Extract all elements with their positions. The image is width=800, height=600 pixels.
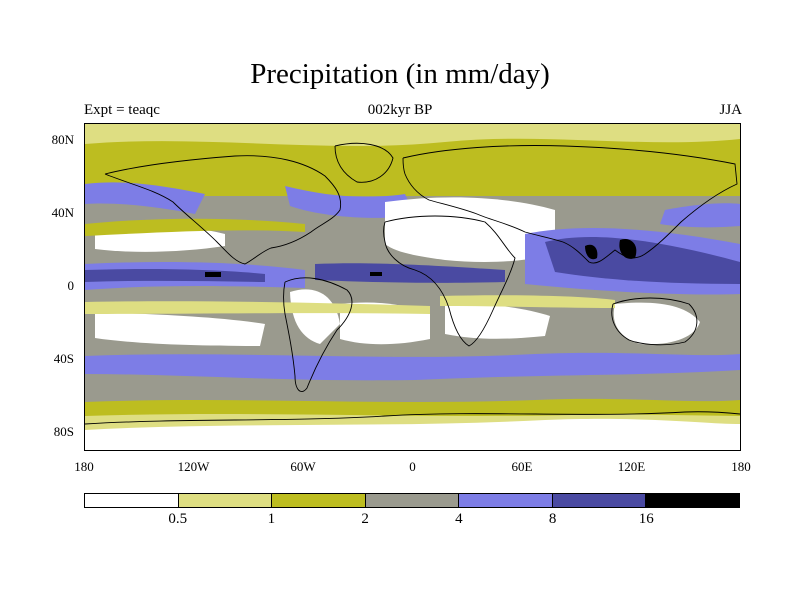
coastline-layer (85, 142, 740, 425)
lon-tick-label: 120E (617, 459, 646, 474)
north-america-coast (104, 155, 342, 265)
south-indian-dry (445, 303, 550, 339)
greenland-coast (334, 142, 394, 183)
southern-ocean-blue (85, 352, 740, 381)
eurasia-coast (402, 145, 738, 264)
antarctica-dry (85, 418, 740, 450)
colorbar-box (365, 494, 460, 507)
itcz-atlantic-navy (315, 263, 505, 283)
north-atlantic-blue (285, 186, 415, 218)
lon-tick-label: 180 (74, 459, 94, 474)
lat-tick-label: 40S (53, 350, 74, 366)
lon-tick-label: 0 (409, 459, 416, 474)
south-pacific-dry (95, 312, 265, 346)
subtropical-light-s2 (440, 295, 615, 308)
lat-tick-label: 80N (51, 132, 74, 148)
map-title: Precipitation (in mm/day) (250, 58, 550, 90)
colorbar-box (552, 494, 647, 507)
antarctica-coast (85, 411, 740, 425)
bay-of-bengal-black (585, 244, 598, 260)
map-canvas (85, 124, 740, 450)
lon-tick-label: 180 (731, 459, 751, 474)
lon-tick-label: 60W (290, 459, 316, 474)
colorbar-box (85, 494, 179, 507)
colorbar-box (272, 494, 366, 507)
colorbar-level-label: 1 (267, 511, 276, 527)
colorbar-box (646, 494, 740, 507)
lat-tick-label: 80S (53, 423, 74, 439)
australia-coast (611, 297, 698, 346)
lon-tick-label: 60E (511, 459, 533, 474)
lon-tick-label: 120W (177, 459, 210, 474)
colorbar-box (178, 494, 273, 507)
lat-tick-label: 0 (67, 278, 75, 293)
colorbar-level-label: 0.5 (168, 511, 188, 527)
australia-dry (613, 302, 700, 345)
colorbar-box (459, 494, 553, 507)
colorbar-level-label: 4 (455, 511, 463, 527)
south-america-coast (283, 277, 353, 392)
colorbar-level-label: 8 (548, 511, 557, 527)
lat-tick-label: 40N (51, 205, 74, 221)
pacific-max-black (205, 272, 221, 277)
south-china-sea-black (619, 238, 637, 259)
season-label: JJA (719, 102, 742, 118)
north-pacific-blue (85, 182, 205, 214)
subtropical-olive-n (85, 218, 305, 236)
period-label: 002kyr BP (367, 102, 433, 118)
colorbar-level-label: 16 (638, 511, 654, 527)
africa-coast (383, 215, 516, 347)
north-pacific-east-blue (660, 203, 740, 228)
experiment-label: Expt = teaqc (84, 102, 160, 118)
colorbar-level-label: 2 (361, 511, 369, 527)
colorbar (84, 493, 740, 508)
north-africa-dry (385, 197, 555, 262)
subtropical-light-s (85, 301, 430, 314)
arctic-light-band (85, 124, 740, 146)
precipitation-map (84, 123, 741, 451)
atlantic-max-black (370, 272, 382, 276)
